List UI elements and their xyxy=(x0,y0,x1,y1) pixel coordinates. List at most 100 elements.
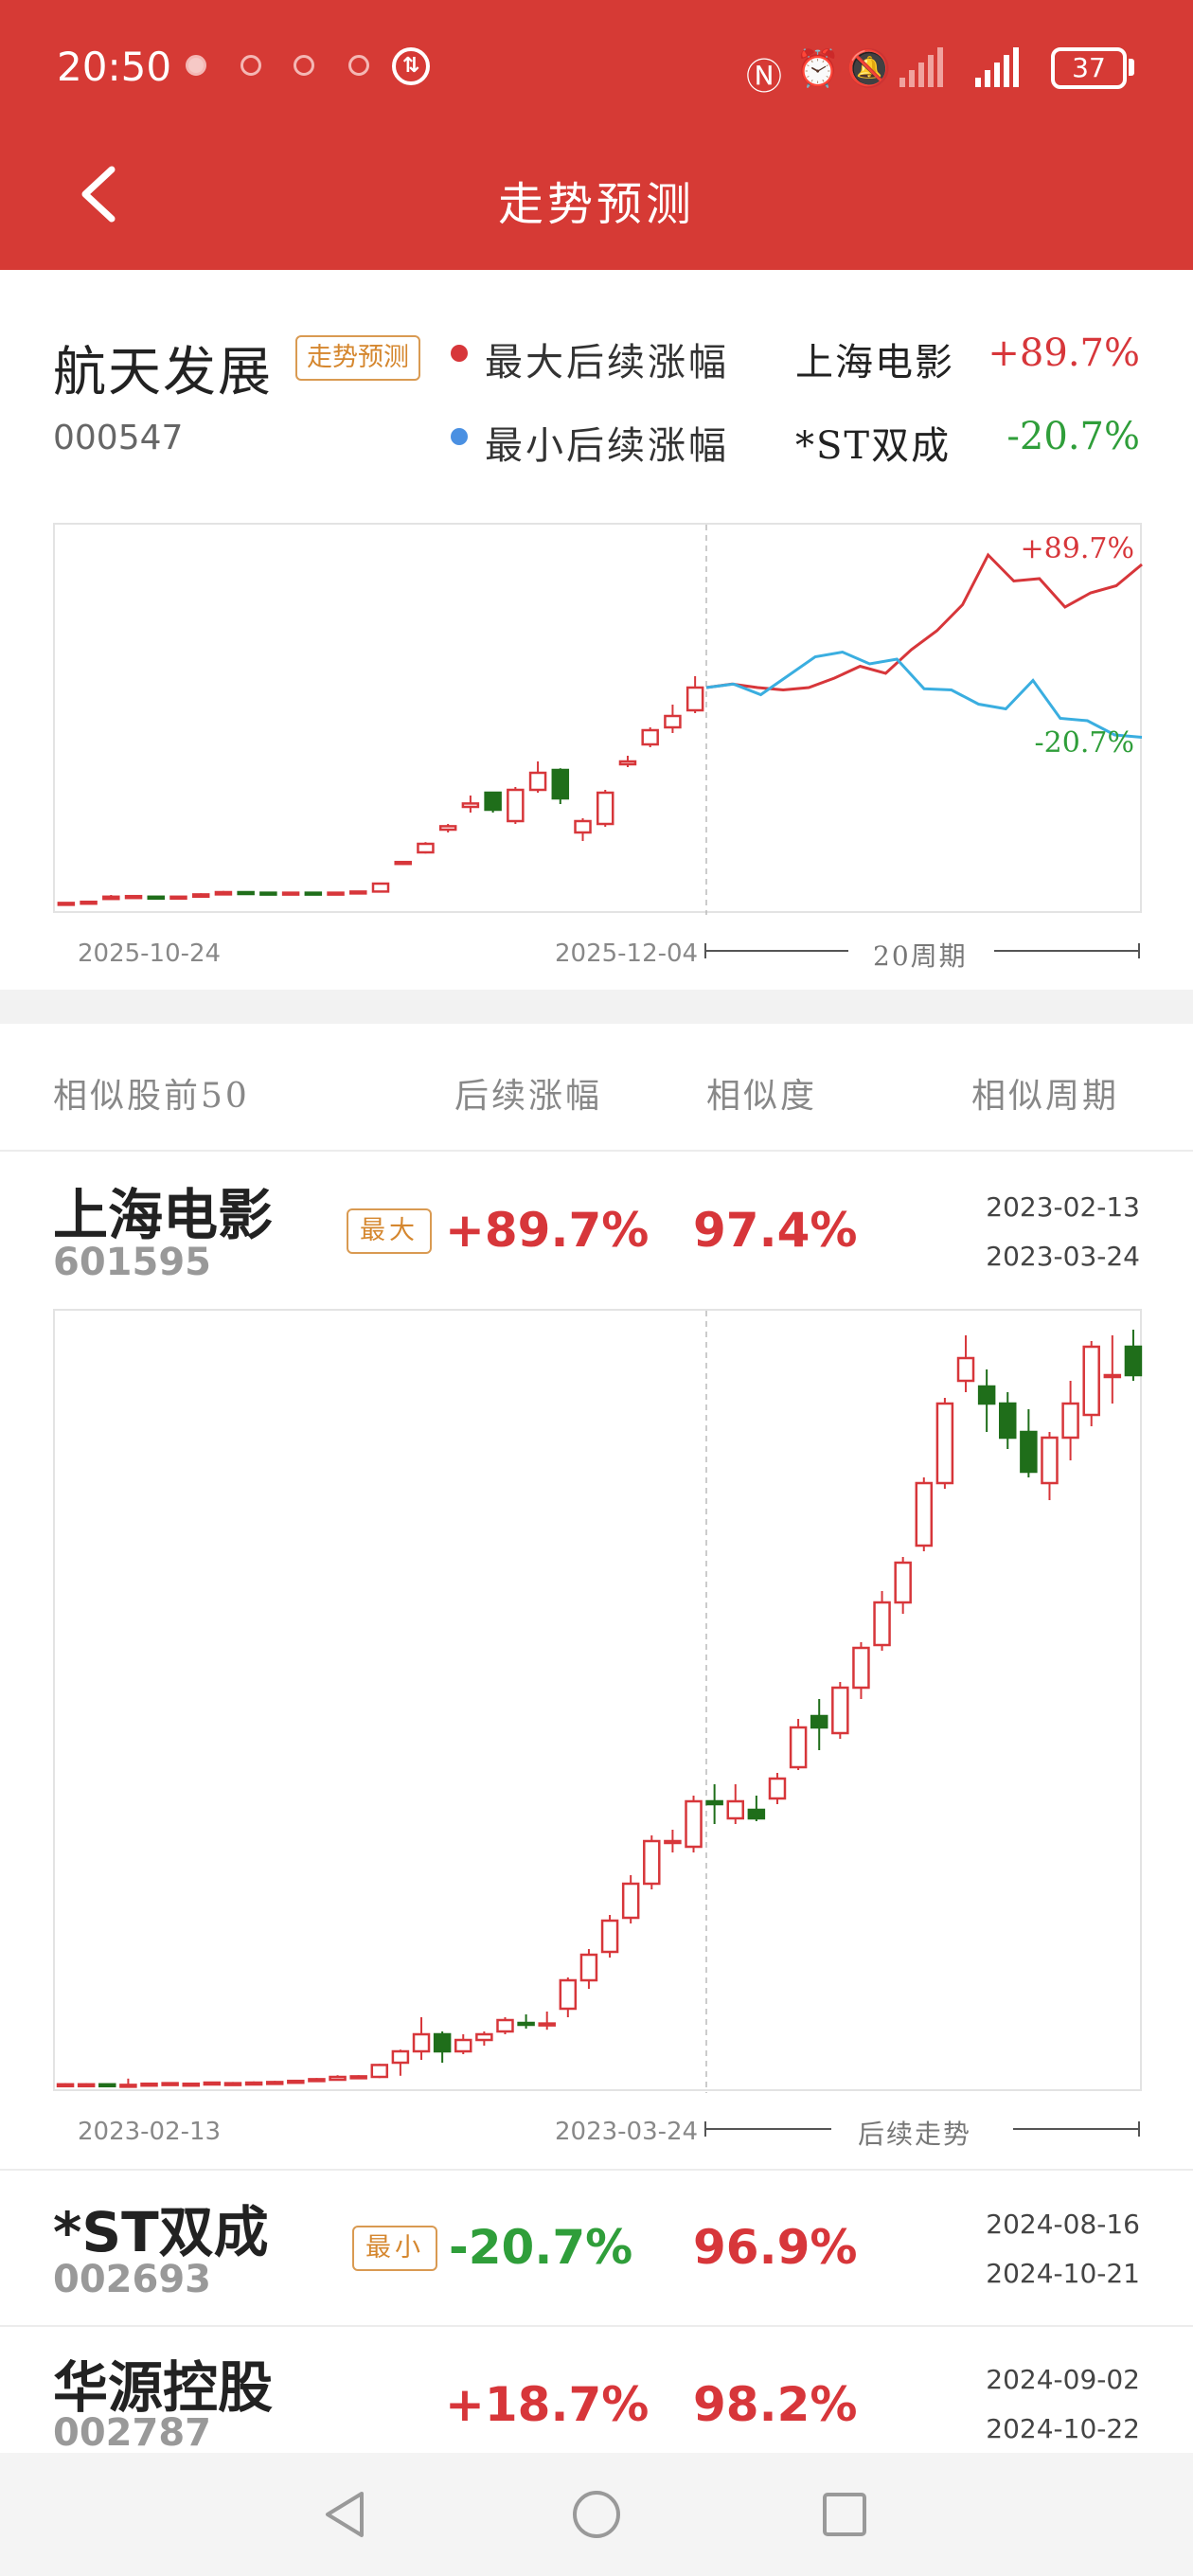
candle-body xyxy=(643,1839,661,1886)
row-date-end: 2024-10-22 xyxy=(986,2413,1140,2444)
back-arrow-icon[interactable] xyxy=(76,166,123,223)
row-stock-code: 601595 xyxy=(53,1241,211,1284)
notification-icon xyxy=(294,55,314,76)
candle-body xyxy=(768,1777,787,1800)
candle-body xyxy=(1041,1436,1059,1485)
notification-icon xyxy=(348,55,369,76)
col-header-period: 相似周期 xyxy=(971,1077,1120,1116)
candle-body xyxy=(517,2021,535,2027)
candle-body xyxy=(191,893,210,899)
col-header-stocks: 相似股前50 xyxy=(53,1077,250,1116)
candle-body xyxy=(977,1385,996,1405)
prediction-chart-svg: +89.7% -20.7% xyxy=(57,525,1143,915)
candle-body xyxy=(102,895,120,901)
candle-body xyxy=(496,2018,514,2033)
candle-body xyxy=(214,890,233,896)
candle-body xyxy=(956,1356,975,1383)
stock-tag: 走势预测 xyxy=(295,335,420,381)
prediction-chart[interactable]: +89.7% -20.7% xyxy=(53,523,1143,915)
candle-body xyxy=(391,2049,410,2065)
period-marker xyxy=(1138,943,1140,958)
period-label: 20周期 xyxy=(873,940,968,972)
battery-level: 37 xyxy=(1072,52,1106,83)
min-forecast-label: -20.7% xyxy=(1035,726,1134,760)
candle-body xyxy=(664,1839,682,1845)
row-tag: 最大 xyxy=(347,1208,432,1254)
page-title: 走势预测 xyxy=(497,178,695,231)
status-bar: 20:50 ⇅ Ⓝ ⏰ 🔕 37 xyxy=(0,0,1193,137)
candle-body xyxy=(831,1686,849,1735)
candle-body xyxy=(80,900,98,905)
candle-body xyxy=(349,890,367,895)
row-similarity: 96.9% xyxy=(693,2220,858,2275)
candle-body xyxy=(327,891,345,896)
row-stock-name: 上海电影 xyxy=(53,1183,274,1247)
period-line xyxy=(704,950,848,952)
alarm-icon: ⏰ xyxy=(795,47,841,89)
candle-body xyxy=(417,842,435,854)
row-stock-name: 华源控股 xyxy=(53,2355,274,2420)
candle-body xyxy=(259,891,277,896)
stock-name: 航天发展 xyxy=(53,342,273,403)
similar-stock-chart-svg xyxy=(56,1311,1143,2093)
nav-back-icon[interactable] xyxy=(318,2486,375,2543)
sim1-signal-icon xyxy=(899,45,956,87)
candle-body xyxy=(507,788,525,823)
nav-recents-icon[interactable] xyxy=(816,2486,873,2543)
row-stock-code: 002787 xyxy=(53,2411,211,2455)
max-legend-label: 最大后续涨幅 xyxy=(485,341,729,385)
candle-body xyxy=(287,2079,305,2084)
candle-body xyxy=(308,2078,326,2083)
candle-body xyxy=(641,728,659,746)
candle-body xyxy=(685,1799,703,1849)
candle-body xyxy=(140,2082,158,2087)
period-line xyxy=(994,950,1140,952)
candle-body xyxy=(528,771,547,792)
vpn-icon: ⇅ xyxy=(392,47,430,85)
candle-body xyxy=(370,2064,389,2079)
candle-body xyxy=(161,2082,179,2086)
period-marker xyxy=(1138,2121,1140,2137)
candle-body xyxy=(147,895,166,901)
candle-body xyxy=(618,760,637,766)
max-forecast-line xyxy=(705,552,1143,692)
candle-body xyxy=(999,1402,1017,1440)
candle-body xyxy=(454,2038,472,2053)
battery-icon: 37 xyxy=(1051,47,1127,89)
candle-body xyxy=(596,791,614,826)
candle-body xyxy=(873,1601,891,1647)
candle-body xyxy=(686,686,704,712)
nav-home-icon[interactable] xyxy=(568,2486,625,2543)
row-divider xyxy=(0,2169,1193,2171)
candle-body xyxy=(551,768,570,800)
min-legend-dot xyxy=(451,428,468,445)
candle-body xyxy=(265,2081,284,2085)
period-line xyxy=(1013,2128,1140,2130)
row-similarity: 97.4% xyxy=(693,1203,858,1258)
col-header-similarity[interactable]: 相似度 xyxy=(706,1077,818,1116)
row-gain: -20.7% xyxy=(449,2220,633,2275)
candle-body xyxy=(810,1714,828,1729)
row-date-start: 2024-08-16 xyxy=(986,2209,1140,2240)
status-time: 20:50 xyxy=(57,44,172,90)
candle-body xyxy=(574,819,592,834)
candle-body xyxy=(538,2022,556,2027)
candle-body xyxy=(894,1561,912,1604)
candle-body xyxy=(852,1646,870,1690)
mute-icon: 🔕 xyxy=(846,47,892,89)
row-date-start: 2023-02-13 xyxy=(986,1191,1140,1223)
candle-body xyxy=(484,791,502,812)
candle-body xyxy=(77,2083,96,2088)
candle-body xyxy=(1124,1345,1143,1377)
candle-body xyxy=(244,2081,263,2086)
system-nav-bar xyxy=(0,2453,1193,2576)
chart-start-date: 2025-10-24 xyxy=(78,939,222,968)
similar-stock-chart[interactable] xyxy=(53,1309,1143,2093)
row-stock-code: 002693 xyxy=(53,2258,211,2301)
col-header-gain[interactable]: 后续涨幅 xyxy=(454,1077,603,1116)
candle-body xyxy=(1061,1402,1079,1440)
sim2-signal-icon xyxy=(975,45,1032,87)
max-legend-value: +89.7% xyxy=(988,331,1140,375)
min-legend-value: -20.7% xyxy=(1006,415,1140,458)
candle-body xyxy=(600,1919,619,1954)
